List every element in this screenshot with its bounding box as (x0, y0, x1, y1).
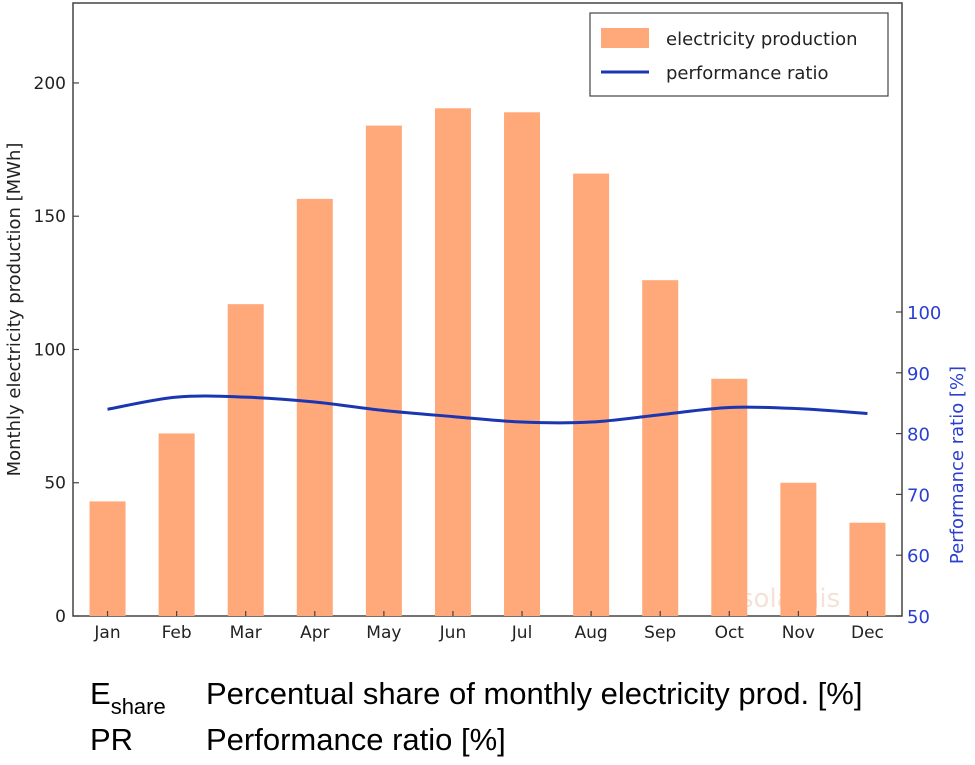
right-axis: 50 60 70 80 90 100 (896, 303, 941, 628)
plot-frame (72, 2, 903, 617)
left-tick-label: 150 (34, 207, 66, 227)
bar-jun (434, 108, 471, 616)
legend-label-line: performance ratio (666, 63, 829, 84)
y-axis-title: Monthly electricity production [MWh] (4, 143, 25, 477)
bars (89, 108, 886, 616)
footer-symbol: PR (90, 722, 133, 758)
plot-border (72, 2, 903, 617)
x-tick-label: Nov (782, 623, 815, 643)
bar-may (365, 125, 402, 616)
x-tick-label: Aug (575, 623, 608, 643)
footer-description: Performance ratio [%] (206, 722, 506, 757)
x-tick-label: Jun (439, 623, 467, 643)
footer-symbol: Eshare (90, 676, 166, 720)
x-tick-label: Jan (93, 623, 120, 643)
right-tick-label: 100 (907, 303, 941, 324)
x-tick-label: Sep (644, 623, 676, 643)
footer-symbol-main: E (90, 676, 111, 711)
left-tick-label: 50 (44, 474, 66, 494)
line-layer (107, 394, 868, 425)
right-tick-label: 60 (907, 546, 930, 567)
footer-description: Percentual share of monthly electricity … (206, 676, 863, 711)
x-tick-label: May (366, 623, 401, 643)
left-tick-label: 200 (34, 74, 66, 94)
bar-mar (227, 304, 264, 616)
x-tick-label: Jul (511, 623, 533, 643)
bar-apr (296, 198, 333, 616)
bar-jan (89, 501, 126, 616)
x-tick-label: Dec (851, 623, 884, 643)
right-tick-label: 70 (907, 485, 930, 506)
bar-aug (573, 173, 610, 616)
bar-feb (158, 433, 195, 616)
legend-label-bar: electricity production (666, 29, 858, 50)
y2-axis-title: Performance ratio [%] (947, 366, 968, 564)
performance-ratio-line (107, 394, 868, 425)
right-tick-label: 90 (907, 364, 930, 385)
legend-box (589, 12, 889, 97)
x-tick-label: Oct (715, 623, 745, 643)
left-axis: 0 50 100 150 200 (34, 74, 79, 627)
x-tick-label: Feb (162, 623, 192, 643)
footer-symbol-main: PR (90, 722, 134, 757)
bar-jul (504, 112, 541, 616)
footer-symbol-subscript: share (110, 694, 166, 719)
x-tick-label: Mar (230, 623, 262, 643)
bar-dec (849, 522, 886, 616)
right-tick-label: 80 (907, 425, 930, 446)
legend: electricity production performance ratio (589, 12, 889, 97)
x-axis: Jan Feb Mar Apr May Jun Jul Aug Sep Oct Nov Dec (93, 611, 884, 643)
x-tick-label: Apr (300, 623, 329, 643)
left-tick-label: 0 (55, 607, 66, 627)
right-tick-label: 50 (907, 607, 930, 628)
legend-swatch-bar (601, 28, 649, 48)
bar-sep (642, 280, 679, 616)
bar-nov (780, 482, 817, 616)
bar-oct (711, 378, 748, 616)
left-tick-label: 100 (34, 340, 66, 360)
